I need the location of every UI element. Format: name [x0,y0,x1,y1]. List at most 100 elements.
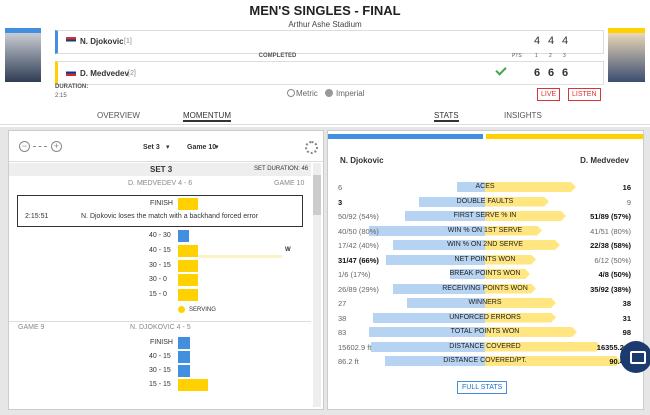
stat-label: WIN % ON 2ND SERVE [447,241,523,248]
title: MEN'S SINGLES - FINAL [249,3,401,18]
stat-bar-left [369,225,485,236]
stats-panel: N. Djokovic D. Medvedev FULL STATS 6 ACES… [327,130,644,410]
stat-label: DOUBLE FAULTS [456,197,514,205]
stat-label: UNFORCED ERRORS [449,313,521,321]
time: 2:15:51 [25,213,49,220]
stat-label: FIRST SERVE % IN [453,212,517,219]
point-score: 30 - 0 [149,276,167,284]
stat-left: 40/50 (80%) [338,226,379,236]
stat-left: 6 [338,183,343,192]
point-bar [178,289,198,302]
stat-bar-right [485,327,577,337]
tab[interactable]: INSIGHTS [504,111,542,120]
player-color [486,134,643,139]
point-score: 40 - 15 [149,353,171,360]
flag [66,69,76,76]
stat-left: 83 [338,328,347,337]
stats-player: N. Djokovic [340,156,384,165]
stat-bar-left [386,254,485,265]
point-bar [178,351,190,363]
duration-label: DURATION: [55,84,89,90]
stat-label: ACES [475,183,495,190]
set-score: 6 [562,67,569,79]
stat-bar-right [485,269,530,279]
stat-label: WINNERS [468,299,502,306]
settings[interactable] [305,141,318,154]
momentum-panel: − + Set 3 ▾ Game 10 ▾ SET 3 SET DURATION… [8,130,324,410]
game-select[interactable]: Game 10 [187,144,217,151]
radio[interactable] [325,89,333,97]
stat-bar-right [485,298,556,308]
stat-left: 31/47 (66%) [338,255,379,265]
tab[interactable]: OVERVIEW [97,111,140,120]
point-score: 15 - 0 [149,291,167,299]
full-stats-button[interactable]: FULL STATS [457,381,508,394]
chat-icon [630,351,646,364]
finish-label: FINISH [150,339,173,346]
set-header [9,163,311,176]
tab[interactable]: STATS [434,111,459,122]
stat-bar-right [485,197,549,207]
stat-right: 4/8 (50%) [598,270,631,279]
unit-option[interactable]: Metric [296,89,318,98]
point-bar [178,379,208,391]
score-row [55,61,604,85]
dropdown-arrow: ▾ [166,144,170,151]
winner-mark: W [285,246,291,253]
player-color [5,28,41,33]
game-score: N. DJOKOVIC 4 - 5 [130,324,191,331]
stat-right: 35/92 (38%) [590,284,631,294]
stat-right: 98 [622,328,631,337]
dropdown-arrow: ▾ [215,144,219,151]
scrollbar[interactable] [313,163,321,407]
column-header: PTS [512,53,522,59]
point-score: 40 - 15 [149,246,171,254]
point-bar [178,274,198,287]
player-name: N. Djokovic [80,37,124,46]
stat-bar-left [393,283,485,294]
point-score: 30 - 15 [149,367,171,374]
stat-bar-right [485,182,576,192]
stat-right: 31 [622,313,631,323]
zoom-out[interactable]: − [19,141,30,152]
finish-bar [178,337,190,349]
stat-label: BREAK POINTS WON [449,270,521,277]
stat-right: 41/51 (80%) [590,226,631,236]
stat-bar-right [485,313,556,323]
set-select[interactable]: Set 3 [143,144,160,151]
stat-right: 22/38 (58%) [590,241,631,250]
listen-button[interactable]: LISTEN [568,88,601,101]
stat-right: 51/89 (57%) [590,212,631,221]
set-score: 4 [548,35,555,47]
point-line [198,255,282,258]
player-photo [608,33,645,82]
zoom-in[interactable]: + [51,141,62,152]
seed: [2] [128,70,136,77]
stat-left: 3 [338,197,343,207]
stat-right: 16355.2 ft [596,342,631,352]
unit-option[interactable]: Imperial [336,89,365,98]
stat-left: 26/89 (29%) [338,284,379,294]
player-photo [5,33,41,82]
stat-bar-right [485,284,536,294]
set-score: 6 [534,67,541,79]
stat-left: 38 [338,313,347,323]
stat-label: TOTAL POINTS WON [450,328,520,335]
flag [66,37,76,44]
scroll-thumb[interactable] [313,175,321,215]
stat-bar-left [369,327,485,337]
stats-player: D. Medvedev [580,156,629,165]
point-bar [178,244,198,257]
stat-left: 15602.9 ft [338,342,372,352]
serving-ball [178,306,185,313]
divider [9,161,323,162]
tab[interactable]: MOMENTUM [183,111,231,122]
set-duration: SET DURATION: 46 [254,166,309,172]
live-button[interactable]: LIVE [537,88,561,101]
stat-right: 38 [622,299,631,308]
radio[interactable] [287,89,295,97]
stat-right: 16 [622,183,631,192]
stat-label: DISTANCE COVERED [449,342,521,350]
